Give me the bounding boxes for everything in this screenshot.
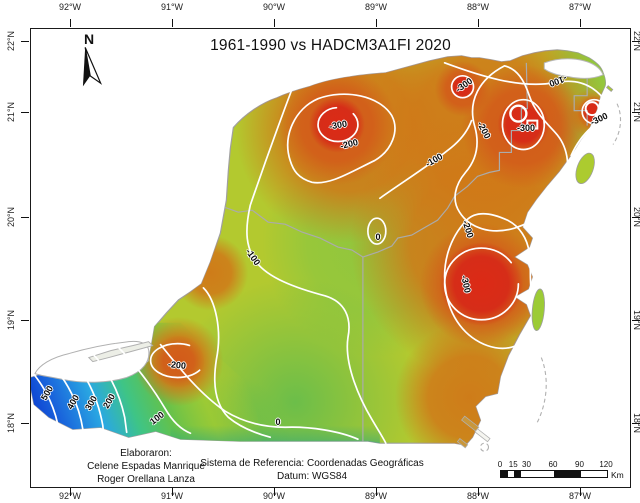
axis-label-bottom: 90°W — [262, 491, 286, 501]
axis-tick-left — [21, 320, 29, 321]
belize-cayes — [456, 415, 491, 449]
credits-author-2: Roger Orellana Lanza — [97, 474, 195, 485]
reference-datum: Datum: WGS84 — [276, 471, 348, 482]
axis-label-top: 92°W — [58, 2, 82, 12]
axis-tick-right — [632, 41, 640, 42]
north-arrow: N — [59, 31, 119, 101]
axis-label-bottom: 92°W — [58, 491, 82, 501]
scale-bar-segment — [520, 471, 528, 477]
peninsula-landmass — [31, 49, 607, 446]
contour-value-label: 0 — [275, 417, 281, 427]
axis-tick-bottom — [70, 488, 71, 496]
north-arrow-icon — [82, 47, 103, 87]
map-frame: 1961-1990 vs HADCM3A1FI 2020 N Elaboraro… — [30, 28, 631, 488]
city-markers — [509, 101, 600, 130]
scale-bar-segment — [580, 471, 607, 477]
axis-label-top: 88°W — [466, 2, 490, 12]
axis-tick-bottom — [478, 488, 479, 496]
axis-tick-right — [632, 320, 640, 321]
dashed-boundaries — [479, 103, 622, 452]
scale-bar-segment — [514, 471, 521, 477]
axis-tick-top — [580, 19, 581, 27]
axis-label-top: 91°W — [160, 2, 184, 12]
scale-bar-unit: Km — [611, 470, 624, 480]
contour-value-label: -300 — [516, 123, 536, 133]
scale-bar: Km 0 15 30 60 90 120 — [497, 460, 630, 482]
map-title: 1961-1990 vs HADCM3A1FI 2020 — [210, 37, 451, 54]
islands — [531, 85, 614, 332]
contour-value-label: -200 — [167, 359, 187, 371]
scale-bar-segment — [507, 471, 515, 477]
scale-bar-segment — [527, 471, 554, 477]
axis-tick-bottom — [580, 488, 581, 496]
holbox-lagoon — [543, 58, 604, 79]
axis-tick-left — [21, 41, 29, 42]
scale-bar-tick-label: 15 — [508, 460, 518, 469]
axis-tick-bottom — [172, 488, 173, 496]
axis-tick-left — [21, 112, 29, 113]
axis-tick-top — [172, 19, 173, 27]
isla-mujeres — [606, 85, 614, 93]
credits-block: Elaboraron: Celene Espadas Manrique Roge… — [46, 447, 246, 486]
scale-bar-segment — [501, 471, 508, 477]
scale-bar-tick-label: 0 — [497, 460, 503, 469]
axis-label-left: 18°N — [6, 412, 16, 434]
axis-tick-left — [21, 217, 29, 218]
north-label: N — [83, 31, 95, 47]
scale-bar-tick-label: 60 — [548, 460, 558, 469]
axis-label-left: 20°N — [6, 206, 16, 228]
axis-tick-right — [632, 112, 640, 113]
axis-tick-top — [70, 19, 71, 27]
reference-block: Sistema de Referencia: Coordenadas Geogr… — [167, 457, 457, 483]
axis-tick-bottom — [376, 488, 377, 496]
axis-tick-right — [632, 423, 640, 424]
axis-tick-top — [478, 19, 479, 27]
axis-tick-right — [632, 217, 640, 218]
axis-label-top: 89°W — [364, 2, 388, 12]
axis-tick-top — [376, 19, 377, 27]
axis-label-left: 21°N — [6, 101, 16, 123]
axis-tick-bottom — [274, 488, 275, 496]
axis-label-bottom: 91°W — [160, 491, 184, 501]
axis-tick-top — [274, 19, 275, 27]
reference-system: Sistema de Referencia: Coordenadas Geogr… — [200, 458, 424, 469]
credits-author-1: Celene Espadas Manrique — [87, 461, 205, 472]
axis-label-top: 90°W — [262, 2, 286, 12]
axis-label-left: 19°N — [6, 309, 16, 331]
scale-bar-segment — [554, 471, 581, 477]
anomaly-surface — [31, 49, 606, 446]
contour-value-label: 0 — [375, 232, 381, 242]
scale-bar-strip — [500, 470, 608, 478]
axis-label-bottom: 87°W — [568, 491, 592, 501]
axis-label-bottom: 89°W — [364, 491, 388, 501]
scale-bar-tick-label: 120 — [599, 460, 613, 469]
axis-label-left: 22°N — [6, 30, 16, 52]
banco-chinchorro — [531, 288, 545, 332]
yucatan-anomaly-map — [31, 49, 622, 452]
cozumel-island — [575, 152, 595, 185]
contour-lines — [33, 62, 607, 445]
credits-heading: Elaboraron: — [120, 448, 172, 459]
axis-tick-left — [21, 423, 29, 424]
scale-bar-tick-label: 90 — [575, 460, 584, 469]
axis-label-bottom: 88°W — [466, 491, 490, 501]
axis-label-top: 87°W — [568, 2, 592, 12]
scale-bar-tick-label: 30 — [522, 460, 531, 469]
